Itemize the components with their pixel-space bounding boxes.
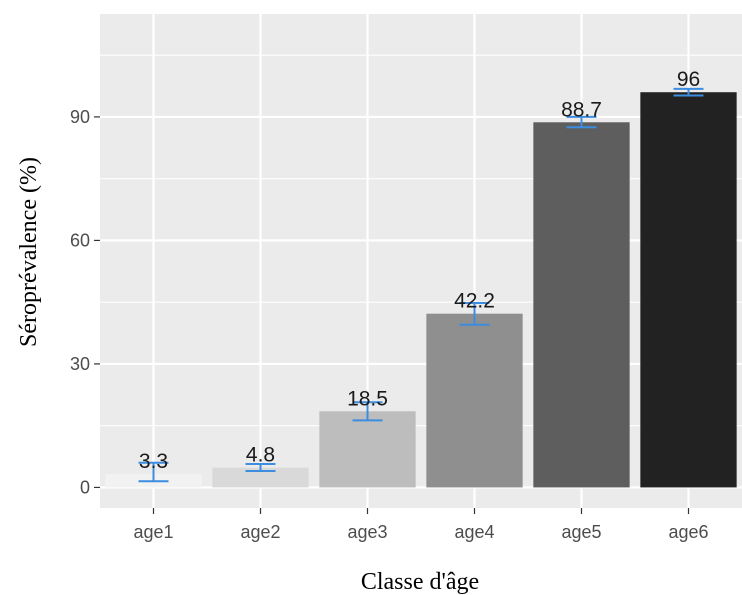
x-axis: age1 age2 age3 age4 age5 age6 xyxy=(133,508,709,542)
y-tick-label: 90 xyxy=(70,107,90,127)
bar-age4 xyxy=(426,313,523,488)
y-tick-label: 30 xyxy=(70,354,90,374)
data-label: 42.2 xyxy=(454,290,495,313)
data-label: 88.7 xyxy=(561,98,602,121)
minor-gridlines xyxy=(100,54,742,427)
bars xyxy=(105,92,737,488)
data-label: 3.3 xyxy=(139,450,168,473)
data-label: 4.8 xyxy=(246,444,275,467)
bar-age5 xyxy=(533,122,630,488)
y-axis-title: Séroprévalence (%) xyxy=(16,157,42,347)
data-label: 96 xyxy=(677,68,700,91)
x-tick-label: age5 xyxy=(561,522,601,542)
x-axis-title: Classe d'âge xyxy=(361,569,479,595)
x-tick-label: age4 xyxy=(454,522,494,542)
bar-age6 xyxy=(640,92,737,488)
x-tick-label: age2 xyxy=(240,522,280,542)
y-tick-label: 60 xyxy=(70,230,90,250)
bar-age2 xyxy=(212,467,309,488)
y-axis: 0 30 60 90 xyxy=(70,107,100,497)
y-tick-label: 0 xyxy=(80,477,90,497)
error-bars xyxy=(138,87,704,483)
x-tick-label: age1 xyxy=(133,522,173,542)
x-tick-label: age3 xyxy=(347,522,387,542)
data-label: 18.5 xyxy=(347,387,388,410)
bar-age3 xyxy=(319,411,416,488)
data-labels: 3.3 4.8 18.5 42.2 88.7 96 xyxy=(139,68,700,473)
x-tick-label: age6 xyxy=(668,522,708,542)
